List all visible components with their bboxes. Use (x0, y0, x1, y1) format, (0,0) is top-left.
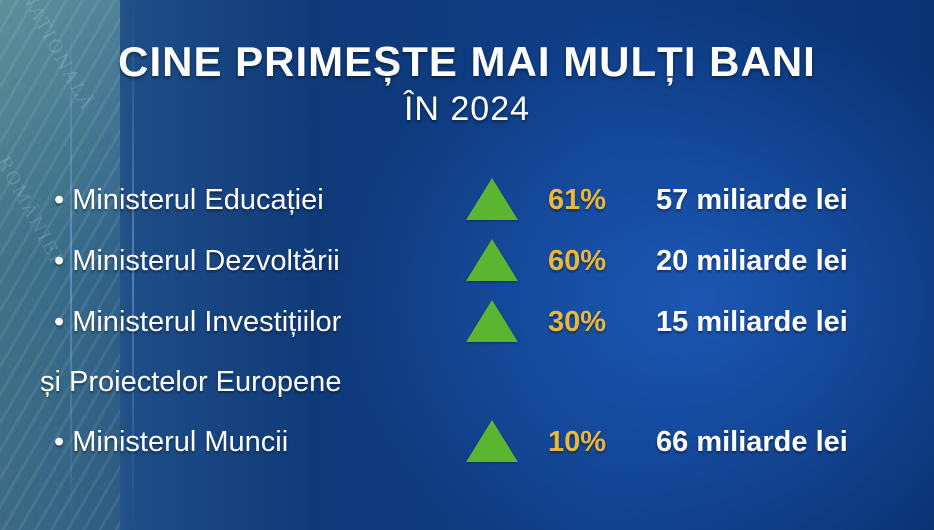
budget-amount: 66 miliarde lei (656, 426, 848, 458)
ministry-name: • Ministerul Investițiilor (54, 306, 342, 338)
page-title: CINE PRIMEȘTE MAI MULȚI BANI (118, 38, 816, 85)
list-item: • Ministerul Investițiilor 30% 15 miliar… (0, 298, 934, 348)
page-subtitle: ÎN 2024 (403, 90, 531, 128)
percent-increase: 60% (548, 245, 607, 277)
percent-increase: 10% (548, 426, 607, 458)
list-item: • Ministerul Muncii 10% 66 miliarde lei (0, 418, 934, 468)
list-item: • Ministerul Dezvoltării 60% 20 miliarde… (0, 237, 934, 287)
decor-line (132, 0, 134, 530)
list-item-continuation: și Proiectelor Europene (0, 358, 934, 408)
ministry-name: • Ministerul Muncii (54, 426, 289, 458)
up-triangle-icon (466, 300, 518, 342)
banknote-background: NAȚIONALĂ ROMÂNIEI (0, 0, 120, 530)
percent-increase: 30% (548, 306, 607, 338)
decor-line (70, 0, 72, 530)
ministry-name: • Ministerul Educației (54, 184, 324, 216)
list-item: • Ministerul Educației 61% 57 miliarde l… (0, 176, 934, 226)
ministry-name: • Ministerul Dezvoltării (54, 245, 340, 277)
budget-amount: 15 miliarde lei (656, 306, 848, 338)
up-triangle-icon (466, 420, 518, 462)
percent-increase: 61% (548, 184, 607, 216)
up-triangle-icon (466, 178, 518, 220)
up-triangle-icon (466, 239, 518, 281)
budget-amount: 20 miliarde lei (656, 245, 848, 277)
budget-amount: 57 miliarde lei (656, 184, 848, 216)
ministry-name-continued: și Proiectelor Europene (40, 366, 342, 398)
